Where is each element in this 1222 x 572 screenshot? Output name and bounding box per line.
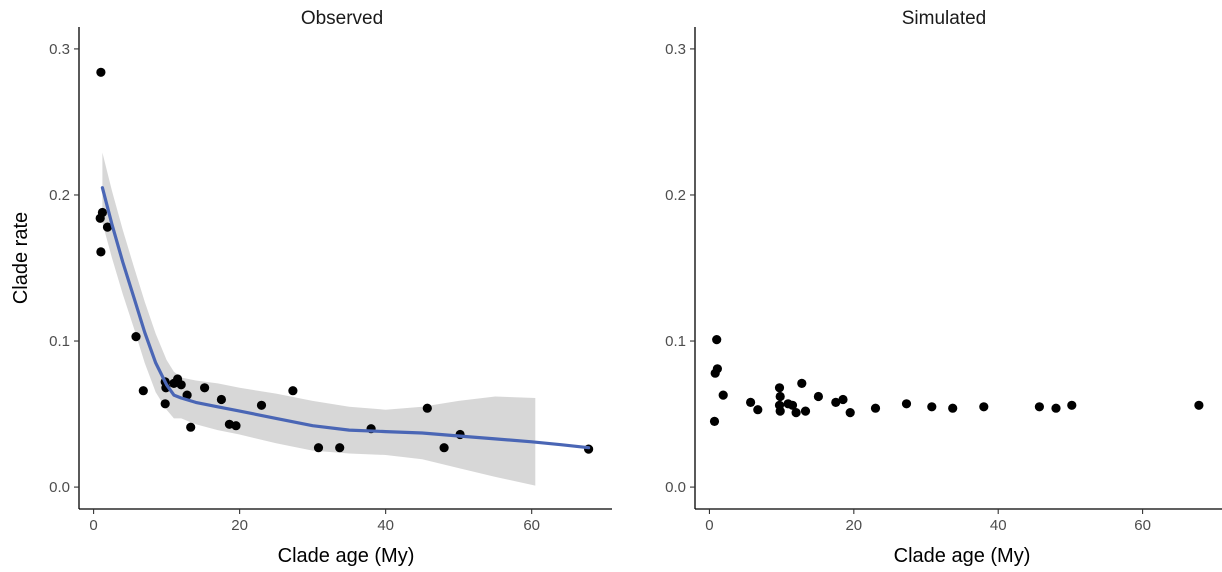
data-point-14 [791,408,801,418]
data-point-23 [335,443,345,453]
data-point-5 [709,416,720,426]
data-point-5 [96,247,106,257]
data-point-1 [96,67,106,77]
data-point-24 [948,403,958,413]
data-point-1 [712,335,722,345]
x-axis-title-observed: Clade age (My) [278,545,415,567]
data-point-23 [927,402,937,412]
data-point-16 [200,383,210,393]
data-point-11 [775,406,785,416]
smooth-line-group [100,186,591,450]
data-point-28 [1067,400,1077,410]
data-point-27 [1051,403,1061,413]
x-tick-label: 60 [1134,517,1151,534]
data-point-7 [138,386,148,396]
data-point-16 [800,406,811,416]
panel-title-observed: Observed [301,8,383,29]
y-tick-label: 0.1 [665,333,686,350]
data-point-6 [746,397,756,407]
smooth-ci-ribbon [102,152,536,486]
y-axis-simulated: 0.0 0.1 0.2 0.3 [665,27,696,509]
x-tick-label: 0 [89,517,97,534]
panel-simulated: Simulated Clade age (My) 0.0 0.1 0.2 0.3 0 2… [665,8,1222,567]
y-tick-label: 0.1 [49,333,70,350]
smooth-trend-line [100,186,591,450]
data-point-25 [422,403,432,413]
data-point-17 [813,391,824,402]
x-axis-title-simulated: Clade age (My) [894,545,1031,567]
x-tick-label: 40 [990,517,1007,534]
y-tick-label: 0.0 [665,479,686,496]
data-point-21 [870,403,881,413]
x-tick-label: 20 [845,517,862,534]
data-point-26 [1034,402,1044,412]
data-point-7 [753,405,763,415]
data-point-15 [797,378,807,388]
data-point-6 [131,332,141,342]
y-tick-label: 0.2 [49,187,70,204]
y-tick-label: 0.2 [665,187,686,204]
data-point-10 [160,399,170,409]
y-tick-label: 0.3 [49,41,70,58]
data-point-19 [838,394,848,405]
data-point-20 [845,408,855,418]
x-tick-label: 60 [523,517,540,534]
confidence-ribbon [102,152,536,486]
data-point-21 [288,386,298,396]
x-tick-label: 0 [705,517,713,534]
simulated-points [709,335,1204,426]
data-point-3 [710,368,720,378]
data-point-13 [176,380,186,390]
data-point-13 [787,400,798,410]
y-axis-title: Clade rate [10,212,32,304]
data-point-19 [231,421,241,431]
x-axis-observed: 0 20 40 60 [79,508,612,534]
x-axis-simulated: 0 20 40 60 [695,508,1222,534]
y-tick-label: 0.0 [49,479,70,496]
data-point-25 [979,402,989,412]
data-point-8 [774,383,785,393]
data-point-26 [439,443,449,453]
x-tick-label: 20 [231,517,248,534]
data-point-14 [182,390,192,400]
data-point-29 [1194,400,1204,410]
y-axis-observed: 0.0 0.1 0.2 0.3 [49,27,80,509]
data-point-18 [831,397,841,407]
x-tick-label: 40 [377,517,394,534]
data-point-9 [775,391,785,402]
data-point-17 [216,394,226,405]
data-point-3 [97,207,107,218]
data-point-4 [718,390,728,400]
panel-observed: Observed Clade rate Clade age (My) 0.00.… [10,8,612,567]
data-point-22 [901,399,912,409]
data-point-20 [256,400,267,410]
data-point-4 [102,222,113,232]
data-point-22 [313,443,324,453]
y-tick-label: 0.3 [665,41,686,58]
data-point-15 [186,422,196,432]
panel-title-simulated: Simulated [902,8,987,29]
